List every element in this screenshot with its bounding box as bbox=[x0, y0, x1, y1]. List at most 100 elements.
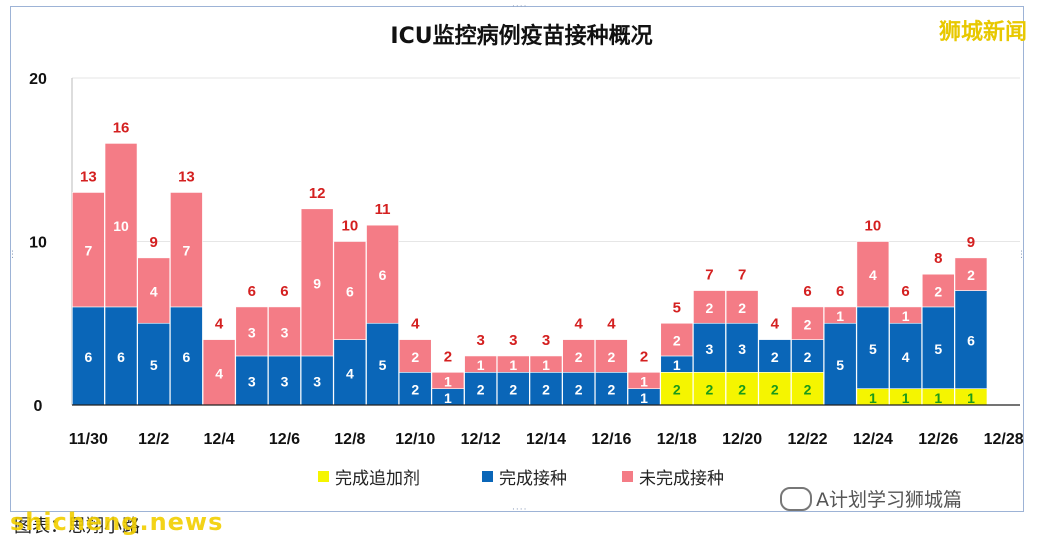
data-label-0-18: 2 bbox=[673, 382, 681, 398]
total-label-1: 16 bbox=[113, 119, 130, 136]
total-label-10: 4 bbox=[411, 316, 420, 333]
resize-handle-left[interactable]: ⋮ bbox=[8, 250, 18, 260]
data-label-1-10: 2 bbox=[411, 382, 419, 398]
data-label-2-14: 1 bbox=[542, 357, 550, 373]
bar-1-2 bbox=[137, 322, 171, 406]
data-label-2-12: 1 bbox=[477, 357, 485, 373]
bar-2-0 bbox=[72, 192, 105, 308]
data-label-0-26: 1 bbox=[934, 390, 942, 406]
data-label-0-19: 2 bbox=[706, 382, 714, 398]
bar-1-12 bbox=[464, 371, 497, 406]
bar-2-24 bbox=[856, 241, 890, 308]
legend-item-unvaccinated: 未完成接种 bbox=[622, 464, 724, 489]
bar-1-1 bbox=[104, 306, 138, 406]
data-label-2-4: 4 bbox=[215, 365, 223, 381]
total-label-3: 13 bbox=[178, 168, 195, 185]
data-label-1-11: 1 bbox=[444, 390, 452, 406]
wechat-icon bbox=[780, 486, 812, 511]
total-label-18: 5 bbox=[673, 299, 681, 316]
total-label-7: 12 bbox=[309, 185, 326, 202]
x-tick-label-12: 12/24 bbox=[853, 431, 893, 448]
data-label-2-13: 1 bbox=[509, 357, 517, 373]
bar-1-27 bbox=[954, 290, 988, 389]
total-label-26: 8 bbox=[934, 250, 942, 267]
legend: 完成追加剂 完成接种 未完成接种 bbox=[0, 464, 1043, 490]
total-label-27: 9 bbox=[967, 234, 975, 251]
x-tick-label-1: 12/2 bbox=[138, 431, 169, 448]
data-label-2-23: 1 bbox=[836, 308, 844, 324]
total-label-11: 2 bbox=[444, 348, 452, 365]
bar-2-4 bbox=[202, 339, 236, 406]
data-label-2-26: 2 bbox=[934, 284, 942, 300]
bar-2-18 bbox=[660, 322, 694, 357]
data-label-2-9: 6 bbox=[379, 267, 387, 283]
data-label-2-8: 6 bbox=[346, 284, 354, 300]
bar-2-23 bbox=[823, 306, 857, 324]
x-tick-label-3: 12/6 bbox=[269, 431, 300, 448]
source-credit: 图表：思翔小路 bbox=[14, 516, 140, 537]
data-label-2-25: 1 bbox=[902, 308, 910, 324]
x-tick-label-0: 11/30 bbox=[69, 431, 108, 448]
bar-1-0 bbox=[72, 306, 105, 406]
total-label-13: 3 bbox=[509, 332, 517, 349]
resize-handle-top[interactable]: ···· bbox=[512, 2, 528, 12]
total-label-0: 13 bbox=[80, 168, 97, 185]
total-label-24: 10 bbox=[865, 218, 882, 235]
chart-title: ICU监控病例疫苗接种概况 bbox=[390, 24, 653, 49]
data-label-2-19: 2 bbox=[706, 300, 714, 316]
data-label-2-27: 2 bbox=[967, 267, 975, 283]
bar-2-10 bbox=[398, 339, 432, 373]
bar-2-22 bbox=[791, 306, 824, 340]
data-label-2-0: 7 bbox=[84, 243, 92, 259]
legend-swatch-unvaccinated bbox=[622, 471, 633, 482]
total-label-20: 7 bbox=[738, 267, 746, 284]
bar-2-14 bbox=[529, 355, 563, 373]
data-label-1-8: 4 bbox=[346, 365, 354, 381]
legend-swatch-booster bbox=[318, 471, 329, 482]
bar-1-24 bbox=[856, 306, 890, 389]
data-label-2-24: 4 bbox=[869, 267, 877, 283]
data-label-2-6: 3 bbox=[281, 324, 289, 340]
total-label-21: 4 bbox=[771, 316, 780, 333]
bar-1-22 bbox=[791, 339, 824, 373]
resize-handle-right[interactable]: ⋮ bbox=[1017, 250, 1027, 260]
bar-2-15 bbox=[562, 339, 596, 373]
bar-1-21 bbox=[758, 339, 792, 373]
x-tick-label-14: 12/28 bbox=[984, 431, 1024, 448]
total-label-23: 6 bbox=[836, 283, 844, 300]
legend-item-vaccinated: 完成接种 bbox=[482, 464, 567, 489]
data-label-1-13: 2 bbox=[509, 382, 517, 398]
bar-2-3 bbox=[170, 192, 203, 308]
total-label-4: 4 bbox=[215, 316, 224, 333]
total-label-17: 2 bbox=[640, 348, 648, 365]
resize-handle-bottom[interactable]: ···· bbox=[512, 505, 528, 515]
bar-0-18 bbox=[660, 371, 694, 406]
data-label-2-5: 3 bbox=[248, 324, 256, 340]
bar-2-16 bbox=[595, 339, 628, 373]
data-label-1-5: 3 bbox=[248, 373, 256, 389]
data-label-1-27: 6 bbox=[967, 333, 975, 349]
bar-2-5 bbox=[235, 306, 269, 357]
bar-1-9 bbox=[366, 322, 399, 406]
total-label-16: 4 bbox=[607, 316, 616, 333]
data-label-1-24: 5 bbox=[869, 341, 877, 357]
bar-2-9 bbox=[366, 224, 399, 324]
x-tick-label-4: 12/8 bbox=[334, 431, 365, 448]
legend-label-vaccinated: 完成接种 bbox=[499, 469, 567, 489]
bar-2-7 bbox=[300, 208, 334, 357]
data-label-1-14: 2 bbox=[542, 382, 550, 398]
bar-1-6 bbox=[268, 355, 301, 406]
watermark-logo-text: 狮城新闻 bbox=[938, 20, 1027, 45]
bar-1-13 bbox=[496, 371, 530, 406]
data-label-2-18: 2 bbox=[673, 333, 681, 349]
data-label-1-1: 6 bbox=[117, 349, 125, 365]
data-label-2-2: 4 bbox=[150, 284, 158, 300]
data-label-2-16: 2 bbox=[607, 349, 615, 365]
bar-2-12 bbox=[464, 355, 497, 373]
data-label-1-12: 2 bbox=[477, 382, 485, 398]
total-label-5: 6 bbox=[248, 283, 256, 300]
wechat-account: A计划学习狮城篇 bbox=[780, 485, 962, 512]
x-tick-label-7: 12/14 bbox=[526, 431, 566, 448]
wechat-account-label: A计划学习狮城篇 bbox=[816, 489, 962, 511]
bar-2-1 bbox=[104, 143, 138, 308]
